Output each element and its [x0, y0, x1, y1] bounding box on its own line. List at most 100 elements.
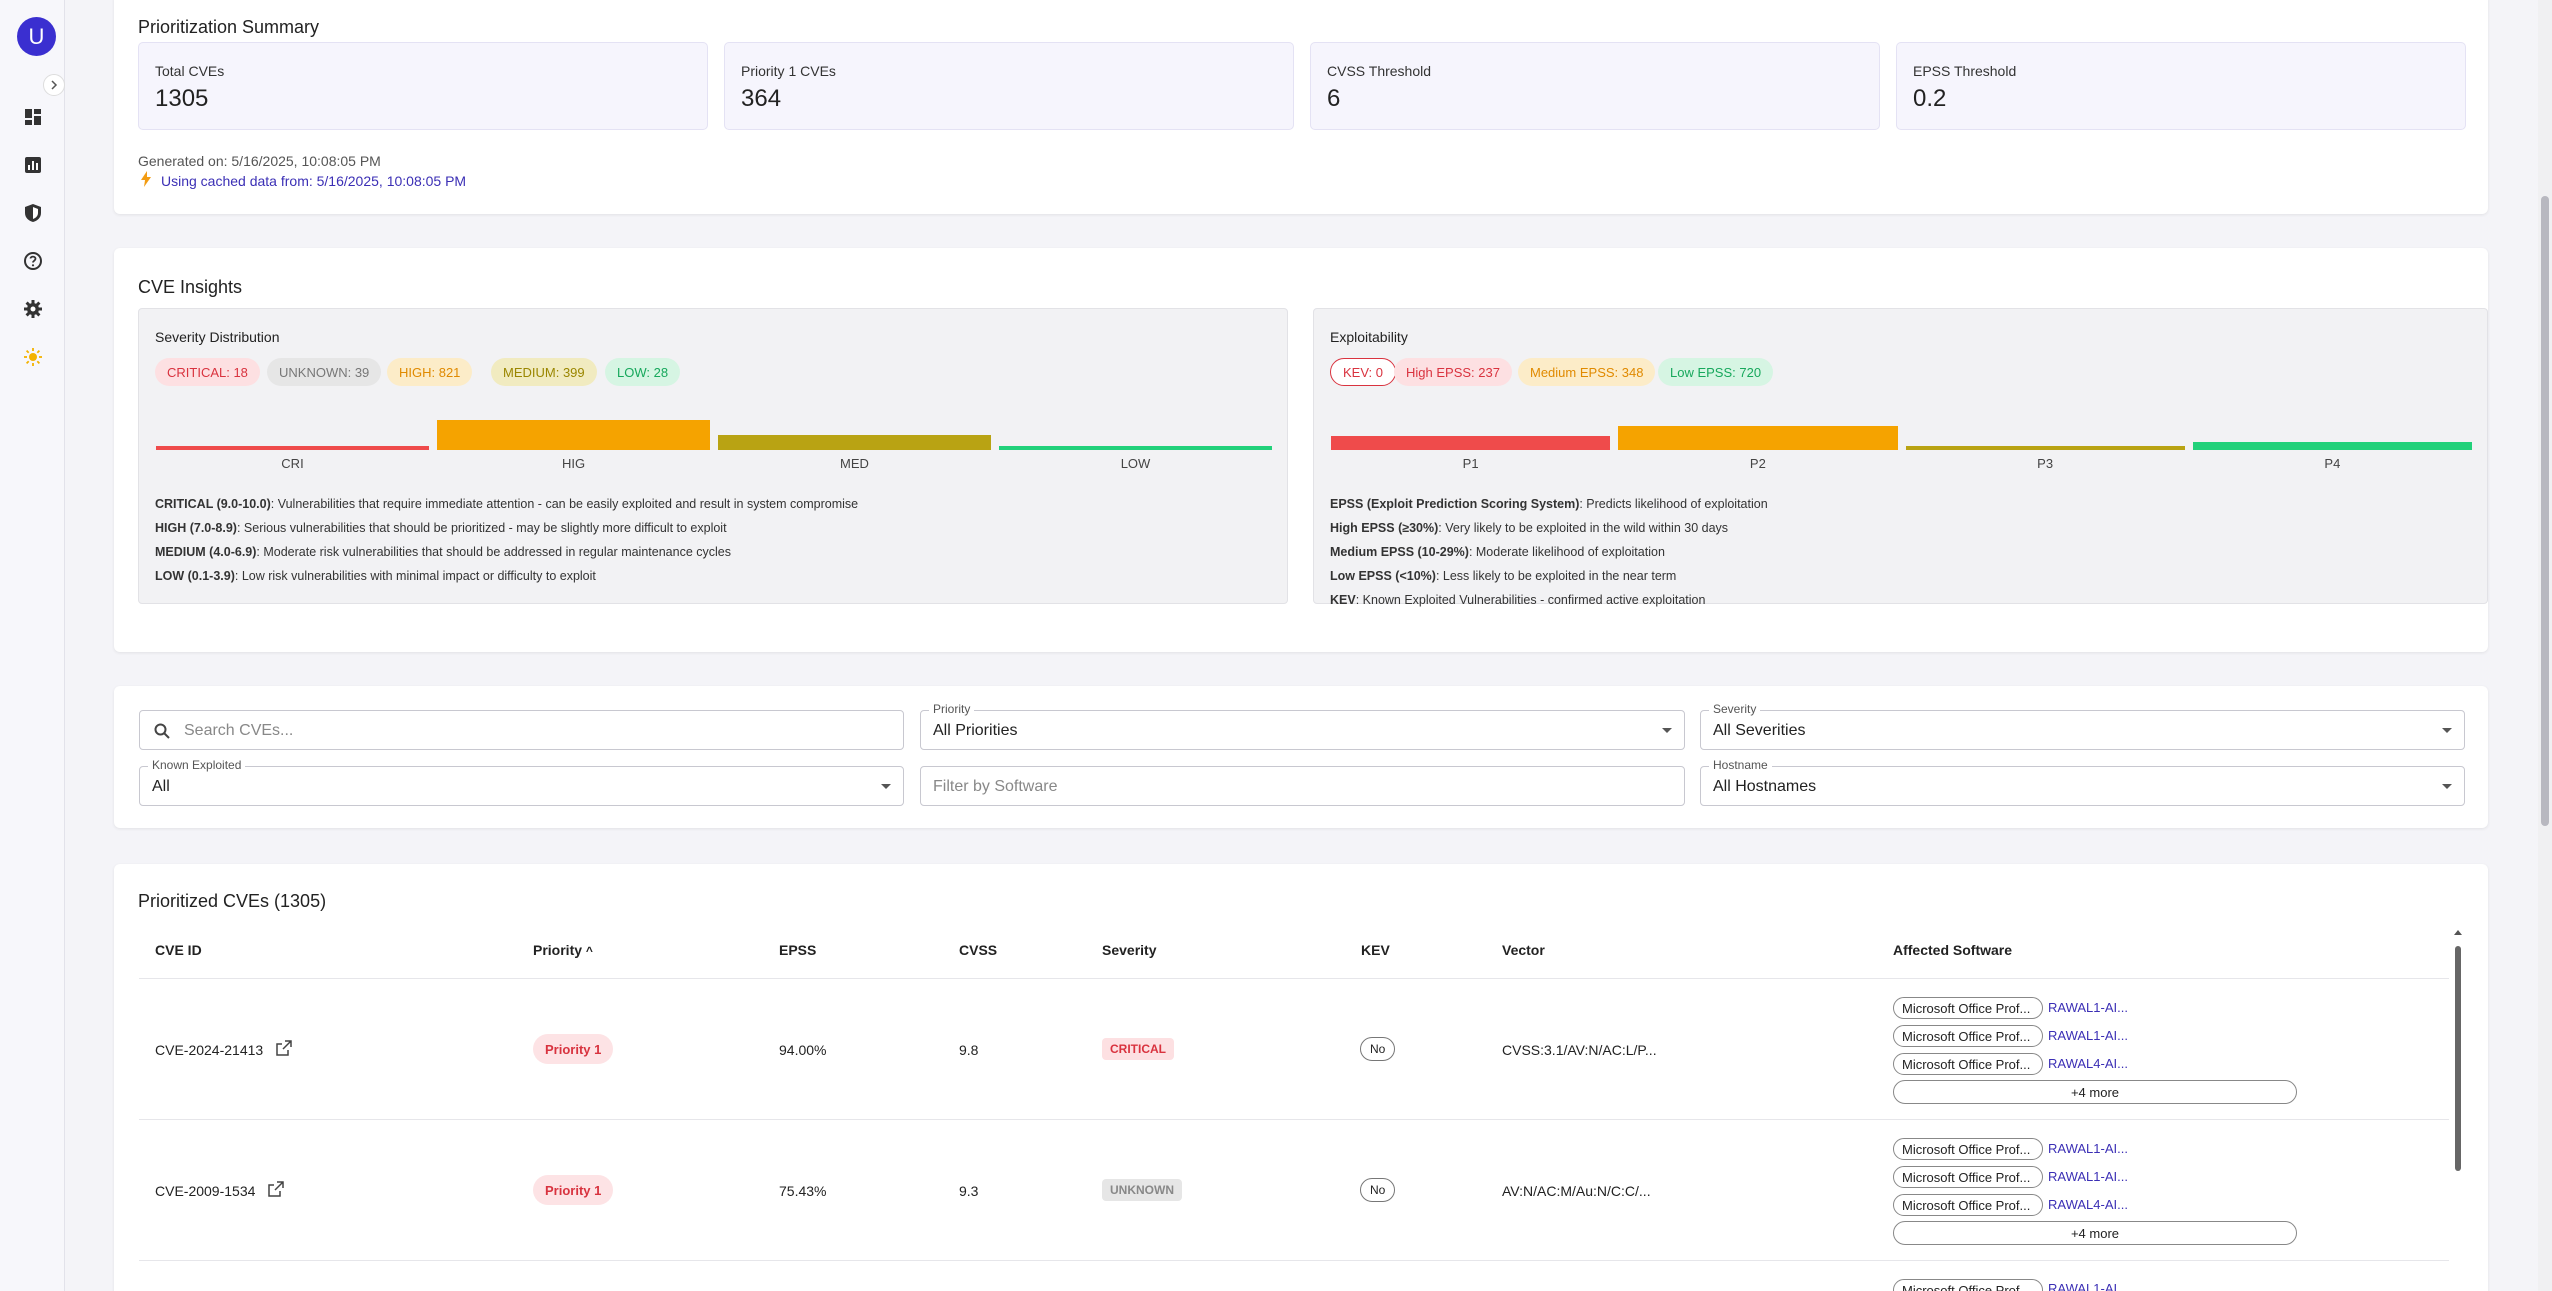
- chart-icon[interactable]: [22, 154, 44, 176]
- software-filter-input[interactable]: Filter by Software: [920, 766, 1685, 806]
- main-content: Prioritization Summary Total CVEs 1305 P…: [66, 0, 2538, 1291]
- shield-icon[interactable]: [22, 202, 44, 224]
- column-header-severity[interactable]: Severity: [1102, 942, 1157, 958]
- stat-value: 364: [741, 85, 782, 112]
- software-chip[interactable]: Microsoft Office Prof...: [1893, 1053, 2043, 1075]
- severity-bar-hig: [437, 420, 710, 450]
- cve-id-cell: CVE-2009-1534: [155, 1183, 256, 1199]
- sort-ascending-icon: ^: [585, 944, 593, 958]
- search-icon: [154, 723, 170, 739]
- severity-bar-cri: [156, 446, 429, 450]
- hostname-link[interactable]: RAWAL1-AI...: [2048, 1028, 2128, 1043]
- cve-id-cell: CVE-2024-21413: [155, 1042, 264, 1058]
- desc-low: LOW (0.1-3.9): Low risk vulnerabilities …: [155, 569, 596, 583]
- severity-bar-label: HIG: [561, 456, 586, 471]
- header-divider: [139, 978, 2449, 979]
- epss-cell: 94.00%: [779, 1042, 827, 1058]
- software-filter-placeholder: Filter by Software: [933, 778, 1058, 795]
- priority-bar-p3: [1905, 445, 2185, 450]
- table-title: Prioritized CVEs (1305): [138, 891, 327, 911]
- priority-select-value: All Priorities: [933, 722, 1018, 739]
- stat-value: 1305: [155, 85, 209, 112]
- hostname-select-value: All Hostnames: [1713, 778, 1817, 795]
- kev-badge: No: [1360, 1178, 1396, 1202]
- severity-bar-med: [718, 435, 991, 450]
- external-link-icon[interactable]: [276, 1040, 292, 1056]
- severity-bar-label: CRI: [281, 456, 304, 471]
- generated-on-text: Generated on: 5/16/2025, 10:08:05 PM: [138, 153, 381, 169]
- stat-label: CVSS Threshold: [1327, 63, 1432, 79]
- stat-epss-threshold: EPSS Threshold 0.2: [1896, 42, 2466, 130]
- priority-bar-label: P3: [2037, 456, 2054, 471]
- external-link-icon[interactable]: [268, 1181, 284, 1197]
- severity-select[interactable]: Severity All Severities: [1700, 702, 2465, 750]
- column-header-priority[interactable]: Priority ^: [533, 942, 593, 958]
- search-placeholder: Search CVEs...: [184, 722, 294, 739]
- page-scrollbar-thumb[interactable]: [2541, 196, 2549, 826]
- software-chip[interactable]: Microsoft Office Prof...: [1893, 1166, 2043, 1188]
- chip-high: HIGH: 821: [387, 358, 473, 386]
- hostname-link[interactable]: RAWAL4-AI...: [2048, 1056, 2128, 1071]
- chip-high-epss: High EPSS: 237: [1394, 358, 1512, 386]
- severity-select-label: Severity: [1709, 702, 1761, 716]
- row-divider: [139, 1260, 2449, 1261]
- hostname-link[interactable]: RAWAL1-AI...: [2048, 1169, 2128, 1184]
- scroll-up-arrow-icon[interactable]: [2453, 928, 2463, 936]
- vector-cell: CVSS:3.1/AV:N/AC:L/P...: [1502, 1042, 1657, 1058]
- software-chip[interactable]: Microsoft Office Prof...: [1893, 1194, 2043, 1216]
- hostname-link[interactable]: RAWAL1-AI...: [2048, 1000, 2128, 1015]
- column-header-kev[interactable]: KEV: [1361, 942, 1390, 958]
- hostname-link[interactable]: RAWAL1-AI...: [2048, 1281, 2128, 1291]
- bolt-icon: [141, 171, 151, 187]
- column-header-epss[interactable]: EPSS: [779, 942, 817, 958]
- prioritized-cves-card: Prioritized CVEs (1305): [114, 864, 2488, 1291]
- priority-bar-label: P4: [2324, 456, 2341, 471]
- column-header-vector[interactable]: Vector: [1502, 942, 1545, 958]
- avatar[interactable]: U: [17, 17, 56, 56]
- more-software-button[interactable]: +4 more: [1893, 1221, 2297, 1245]
- chip-unknown: UNKNOWN: 39: [267, 358, 382, 386]
- software-chip[interactable]: Microsoft Office Prof...: [1893, 1279, 2043, 1291]
- dashboard-icon[interactable]: [22, 106, 44, 128]
- hostname-link[interactable]: RAWAL4-AI...: [2048, 1197, 2128, 1212]
- dropdown-arrow-icon: [2442, 728, 2452, 733]
- software-chip[interactable]: Microsoft Office Prof...: [1893, 1138, 2043, 1160]
- priority-bar-p1: [1331, 436, 1611, 450]
- known-exploited-select[interactable]: Known Exploited All: [139, 758, 904, 806]
- column-header-affected-software[interactable]: Affected Software: [1893, 942, 2013, 958]
- hostname-select-label: Hostname: [1709, 758, 1772, 772]
- severity-badge: UNKNOWN: [1102, 1179, 1182, 1201]
- severity-select-value: All Severities: [1713, 722, 1806, 739]
- priority-bar-p2: [1618, 426, 1898, 450]
- chip-low-epss: Low EPSS: 720: [1658, 358, 1774, 386]
- stat-value: 6: [1327, 85, 1341, 112]
- exploitability-title: Exploitability: [1330, 329, 1408, 345]
- column-header-cvss[interactable]: CVSS: [959, 942, 998, 958]
- desc-high: HIGH (7.0-8.9): Serious vulnerabilities …: [155, 521, 727, 535]
- sidebar-expand-button[interactable]: [43, 74, 65, 96]
- dropdown-arrow-icon: [1662, 728, 1672, 733]
- help-icon[interactable]: [22, 250, 44, 272]
- hostname-link[interactable]: RAWAL1-AI...: [2048, 1141, 2128, 1156]
- known-exploited-label: Known Exploited: [148, 758, 246, 772]
- desc-critical: CRITICAL (9.0-10.0): Vulnerabilities tha…: [155, 497, 859, 511]
- search-input[interactable]: Search CVEs...: [139, 710, 904, 750]
- severity-title: Severity Distribution: [155, 329, 280, 345]
- priority-select[interactable]: Priority All Priorities: [920, 702, 1685, 750]
- epss-cell: 75.43%: [779, 1183, 827, 1199]
- avatar-letter: U: [28, 23, 45, 49]
- hostname-select[interactable]: Hostname All Hostnames: [1700, 758, 2465, 806]
- priority-bar-label: P2: [1749, 456, 1766, 471]
- sun-icon[interactable]: [22, 346, 44, 368]
- software-chip[interactable]: Microsoft Office Prof...: [1893, 997, 2043, 1019]
- software-chip[interactable]: Microsoft Office Prof...: [1893, 1025, 2043, 1047]
- dropdown-arrow-icon: [2442, 784, 2452, 789]
- more-software-button[interactable]: +4 more: [1893, 1080, 2297, 1104]
- settings-icon[interactable]: [22, 298, 44, 320]
- stat-label: Total CVEs: [155, 63, 225, 79]
- row-divider: [139, 1119, 2449, 1120]
- table-scrollbar-thumb[interactable]: [2455, 946, 2461, 1171]
- priority-select-label: Priority: [929, 702, 975, 716]
- priority-bar-label: P1: [1462, 456, 1479, 471]
- column-header-cve-id[interactable]: CVE ID: [155, 942, 202, 958]
